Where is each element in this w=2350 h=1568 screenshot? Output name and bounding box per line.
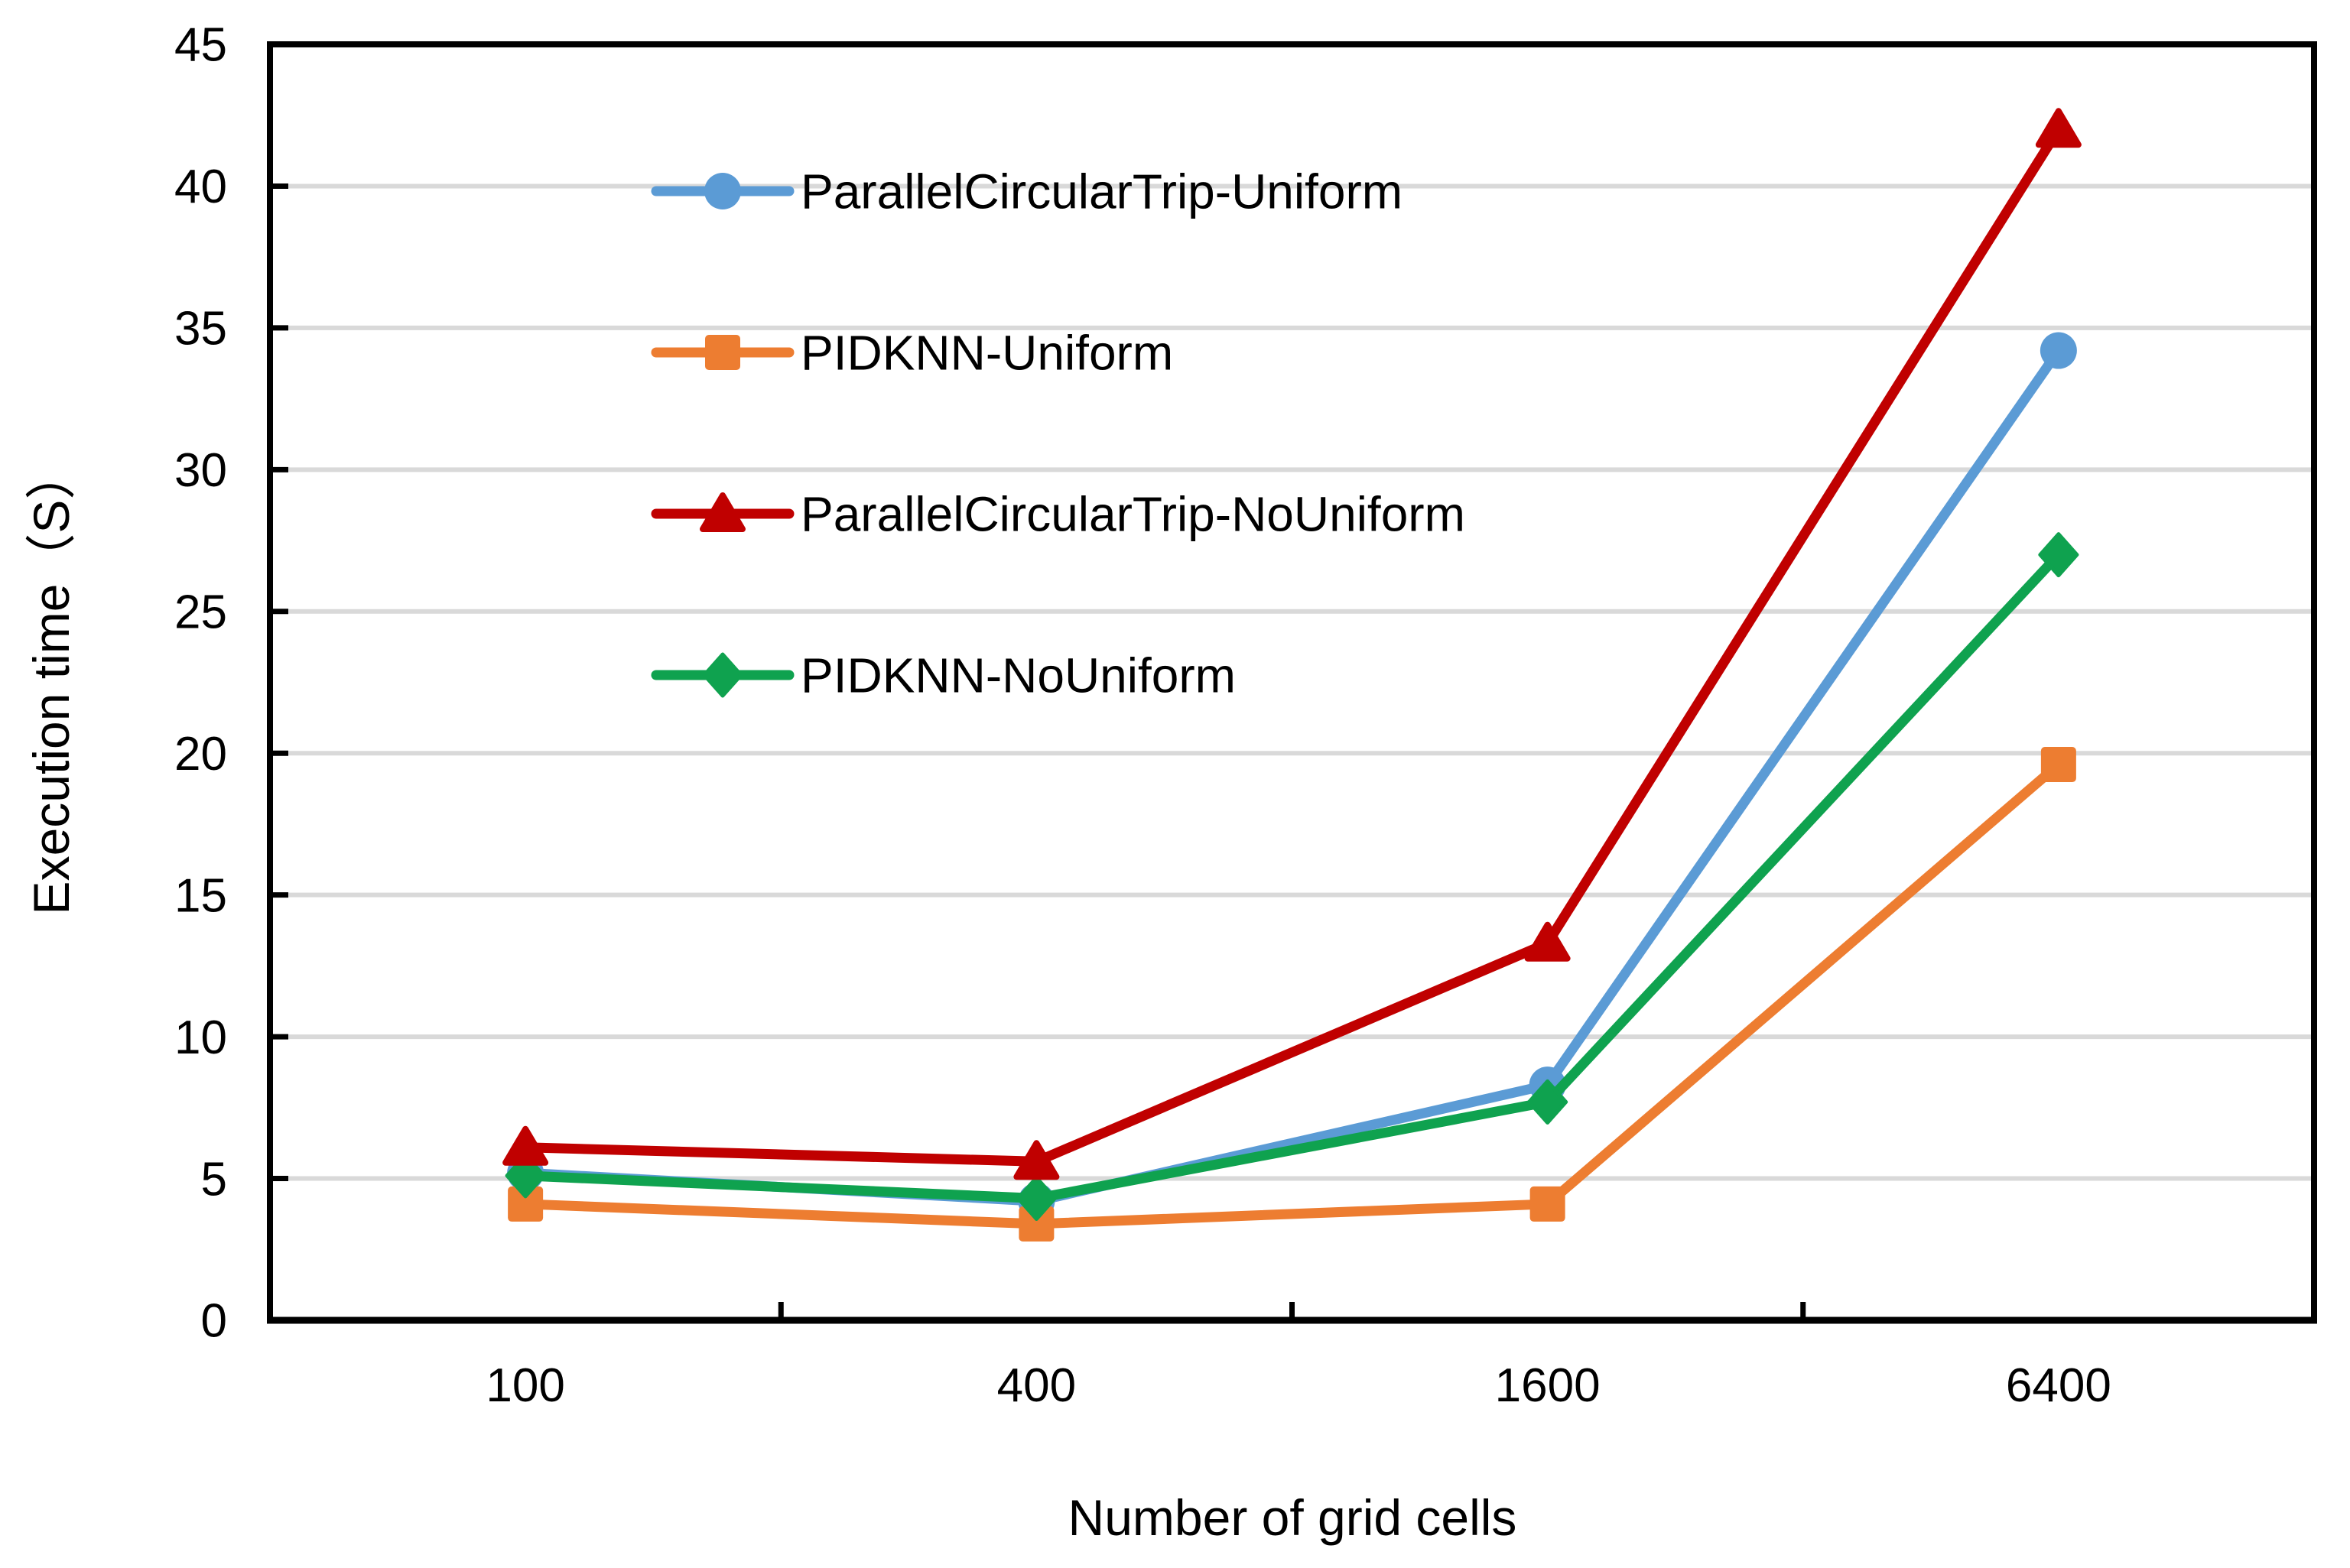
y-tick-label: 10: [174, 1011, 227, 1064]
data-point-marker: [2038, 532, 2079, 578]
data-point-marker: [1529, 1186, 1565, 1222]
y-axis-title: Execution time（S）: [23, 449, 80, 915]
y-tick-label: 5: [201, 1153, 227, 1206]
legend-label: ParallelCircularTrip-Uniform: [801, 164, 1403, 219]
data-point-marker: [2035, 108, 2082, 148]
data-point-marker: [2040, 332, 2077, 369]
data-point-marker: [1016, 1176, 1057, 1222]
data-point-marker: [1524, 921, 1571, 962]
y-tick-label: 45: [174, 19, 227, 72]
x-tick-label: 6400: [2006, 1359, 2111, 1412]
legend-marker-triangle-icon: [700, 492, 746, 532]
legend-marker-diamond-icon: [702, 652, 743, 698]
data-point-marker: [1019, 1206, 1055, 1242]
data-point-marker: [1527, 1079, 1568, 1125]
legend-label: PIDKNN-Uniform: [801, 325, 1173, 380]
series-line: [520, 759, 2064, 1229]
y-tick-label: 30: [174, 444, 227, 497]
series-line: [520, 346, 2064, 1206]
series-line: [520, 124, 2064, 1167]
x-tick-label: 100: [486, 1359, 564, 1412]
y-tick-label: 40: [174, 161, 227, 213]
legend-label: PIDKNN-NoUniform: [801, 648, 1236, 703]
y-tick-label: 20: [174, 728, 227, 781]
x-tick-label: 1600: [1495, 1359, 1601, 1412]
data-point-marker: [508, 1186, 544, 1222]
y-tick-label: 0: [201, 1295, 227, 1348]
legend-marker-square-icon: [705, 335, 740, 370]
data-point-marker: [502, 1125, 549, 1166]
x-axis-title: Number of grid cells: [1068, 1489, 1517, 1546]
data-point-marker: [1013, 1140, 1060, 1180]
legend-marker-circle-icon: [704, 173, 741, 209]
x-tick-label: 400: [997, 1359, 1076, 1412]
series-line: [520, 550, 2064, 1204]
data-point-marker: [2040, 747, 2076, 783]
y-tick-label: 35: [174, 303, 227, 355]
y-tick-label: 25: [174, 586, 227, 638]
y-tick-label: 15: [174, 869, 227, 922]
legend-label: ParallelCircularTrip-NoUniform: [801, 486, 1465, 541]
